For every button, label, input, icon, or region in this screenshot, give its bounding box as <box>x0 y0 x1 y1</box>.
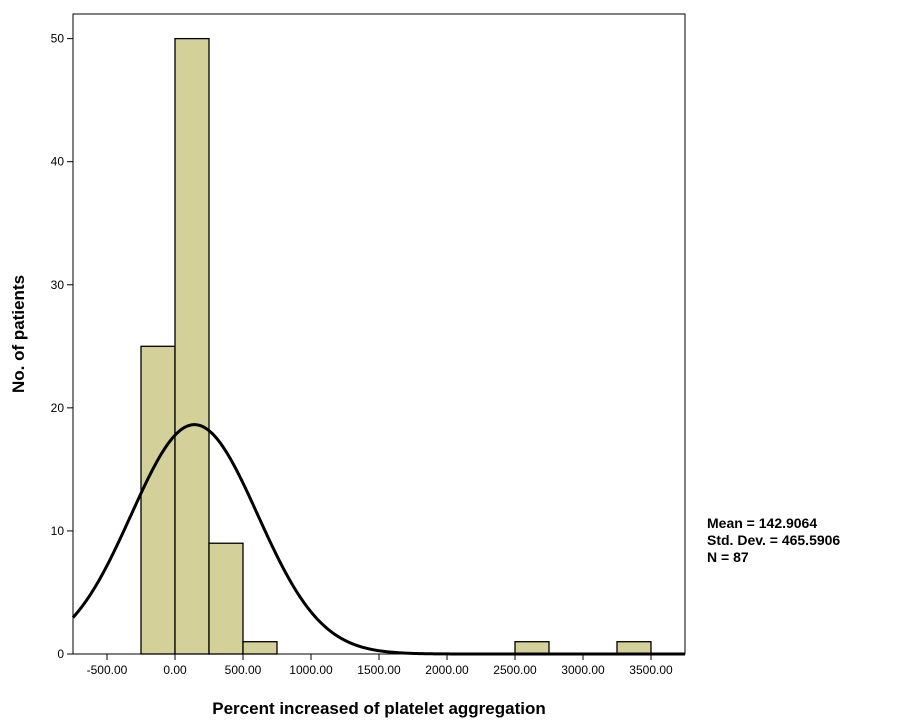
histogram-bar <box>617 642 651 654</box>
y-tick-label: 40 <box>51 155 65 169</box>
x-tick-label: 2000.00 <box>425 663 469 677</box>
y-axis-title: No. of patients <box>9 275 28 393</box>
stats-std-dev: Std. Dev. = 465.5906 <box>707 532 840 549</box>
x-tick-label: -500.00 <box>87 663 128 677</box>
x-tick-label: 1000.00 <box>289 663 333 677</box>
y-tick-label: 50 <box>51 32 65 46</box>
histogram-bar <box>209 543 243 654</box>
y-tick-label: 20 <box>51 401 65 415</box>
x-tick-label: 500.00 <box>225 663 262 677</box>
x-tick-label: 1500.00 <box>357 663 401 677</box>
histogram-bar <box>515 642 549 654</box>
x-axis: -500.00 0.00 500.00 1000.00 1500.00 2000.00 25… <box>87 654 673 677</box>
stats-box: Mean = 142.9064 Std. Dev. = 465.5906 N =… <box>707 515 840 566</box>
x-axis-title: Percent increased of platelet aggregatio… <box>212 699 545 718</box>
y-tick-label: 0 <box>57 647 64 661</box>
stats-mean: Mean = 142.9064 <box>707 515 840 532</box>
stats-n: N = 87 <box>707 549 840 566</box>
x-tick-label: 2500.00 <box>493 663 537 677</box>
x-tick-label: 3000.00 <box>561 663 605 677</box>
histogram-bar <box>141 346 175 654</box>
y-tick-label: 30 <box>51 278 65 292</box>
y-tick-label: 10 <box>51 524 65 538</box>
y-axis: 0 10 20 30 40 50 <box>51 32 73 661</box>
histogram-bar <box>175 39 209 654</box>
histogram-bar <box>243 642 277 654</box>
x-tick-label: 3500.00 <box>629 663 673 677</box>
x-tick-label: 0.00 <box>163 663 187 677</box>
